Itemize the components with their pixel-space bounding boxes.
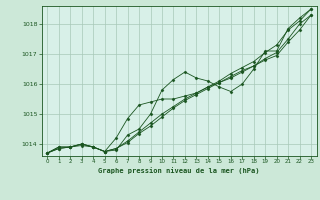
X-axis label: Graphe pression niveau de la mer (hPa): Graphe pression niveau de la mer (hPa) — [99, 167, 260, 174]
